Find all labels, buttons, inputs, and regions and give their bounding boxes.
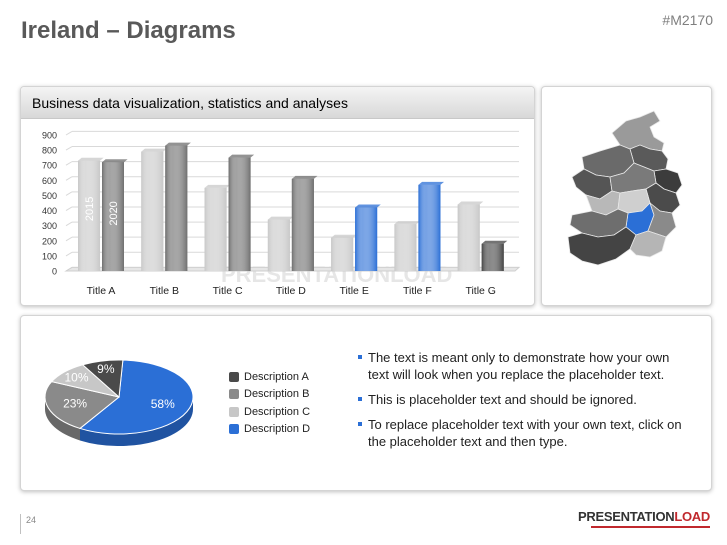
y-tick-label: 300 [42,221,57,231]
bullet-icon [358,422,362,426]
legend-label: Description C [244,405,311,418]
page-number: 24 [26,515,37,525]
bullet-text: This is placeholder text and should be i… [368,392,637,407]
gridline-depth [65,191,73,196]
pie-slice [78,359,194,435]
bullet-item: To replace placeholder text with your ow… [358,416,688,450]
y-tick-label: 0 [52,267,57,277]
ireland-map [567,110,683,266]
ireland-map-shape [567,110,683,266]
pie-slice-side [45,397,81,441]
slide-title: Ireland – Diagrams [21,17,236,44]
pie-slice [44,381,121,430]
slide-code: #M2170 [662,12,713,28]
y-tick-label: 600 [42,176,57,186]
pie-value-label: 9% [97,362,115,376]
bullet-item: This is placeholder text and should be i… [358,391,688,408]
x-tick-label: Title E [339,285,368,297]
x-tick-label: Title G [465,285,496,297]
footer-divider [20,514,21,534]
logo-accent: LOAD [674,509,710,524]
y-tick-label: 900 [42,131,57,141]
chart-panel-title: Business data visualization, statistics … [32,95,348,111]
bar-series-2015 [267,216,294,271]
pie-legend: Description A Description B Description … [229,368,310,438]
pie-value-label: 58% [151,397,175,411]
pie-value-label: 23% [63,397,87,411]
gridline-depth [65,161,73,166]
bar-chart: PRESENTATIONLOAD 01002003004005006007008… [42,130,521,297]
legend-item: Description B [229,386,310,404]
bullet-icon [358,397,362,401]
map-panel [541,86,712,306]
legend-item: Description C [229,403,310,421]
bullet-icon [358,355,362,359]
bullet-text: To replace placeholder text with your ow… [368,417,682,449]
legend-swatch [229,389,239,400]
gridline-depth [65,130,73,136]
pie-value-label: 10% [64,370,88,384]
bar-series-2020 [102,159,128,271]
legend-item: Description A [229,368,310,386]
bar-series-2020 [165,142,191,271]
gridline-depth [65,146,73,151]
bar-series-2015 [331,234,357,271]
bar-series-2020 [291,175,318,271]
legend-swatch [229,406,239,417]
chart-panel-header: Business data visualization, statistics … [21,87,534,119]
legend-item: Description D [229,421,310,439]
y-tick-label: 800 [42,146,57,156]
gridline-depth [65,251,73,257]
legend-label: Description D [244,423,311,436]
legend-swatch [229,371,239,382]
bar-series-2015 [457,201,484,271]
pie-chart: 58% 23% 10% 9% [44,359,194,446]
logo-underline [591,526,710,528]
series-label-2020: 2020 [108,201,120,225]
y-tick-label: 700 [42,161,57,171]
gridline-depth [65,206,73,211]
brand-logo: PRESENTATIONLOAD [578,509,710,524]
gridline-depth [65,176,73,181]
bar-chart-panel: Business data visualization, statistics … [20,86,535,306]
bar-series-2015 [78,157,104,271]
legend-swatch [229,424,239,435]
y-tick-label: 500 [42,191,57,201]
series-label-2015: 2015 [84,197,96,221]
logo-main: PRESENTATION [578,509,675,524]
bar-series-2020 [355,204,381,271]
bar-series-2015 [394,221,421,271]
bar-series-2015 [141,148,167,271]
bar-series-2020 [418,181,445,271]
bullet-list: The text is meant only to demonstrate ho… [358,349,688,458]
legend-label: Description A [244,370,309,383]
gridline-depth [65,236,73,242]
x-tick-label: Title D [276,285,306,297]
y-tick-label: 200 [42,236,57,246]
bar-series-2015 [204,184,231,271]
x-tick-label: Title B [150,285,179,297]
bullet-text: The text is meant only to demonstrate ho… [368,350,670,382]
x-tick-label: Title F [403,285,432,297]
bullet-item: The text is meant only to demonstrate ho… [358,349,688,383]
x-tick-label: Title C [213,285,243,297]
bar-series-2020 [481,240,508,271]
pie-slice [81,359,124,399]
y-tick-label: 100 [42,251,57,261]
y-tick-label: 400 [42,206,57,216]
legend-label: Description B [244,388,310,401]
x-tick-label: Title A [87,285,116,297]
bar-series-2020 [228,154,255,271]
bottom-panel: 58% 23% 10% 9% Description A Description B … [20,315,712,491]
gridline-depth [65,221,73,227]
